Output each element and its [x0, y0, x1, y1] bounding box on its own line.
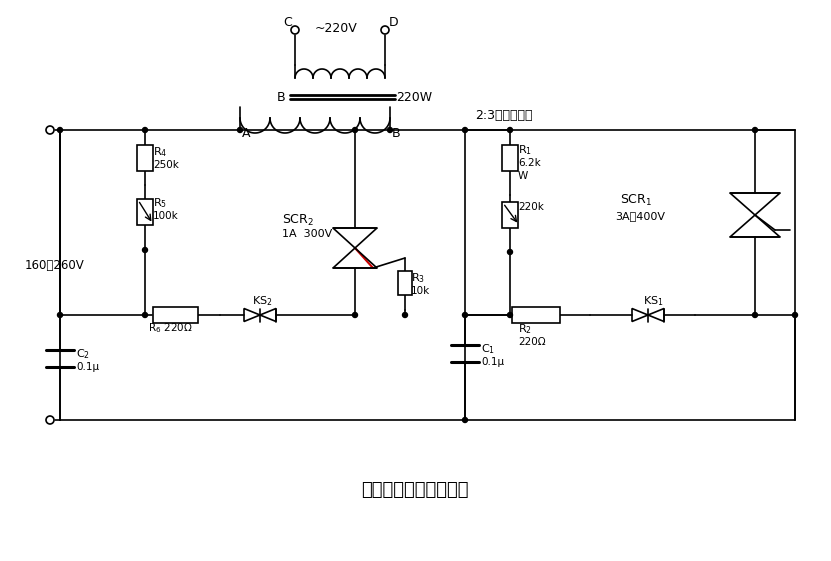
Text: 250k: 250k [153, 160, 179, 170]
Text: SCR$_1$: SCR$_1$ [620, 192, 652, 208]
Text: R$_4$: R$_4$ [153, 145, 167, 159]
Text: KS$_1$: KS$_1$ [643, 294, 664, 308]
Text: 3A、400V: 3A、400V [615, 211, 665, 221]
Text: C$_1$: C$_1$ [481, 342, 495, 356]
Circle shape [753, 127, 758, 132]
Circle shape [57, 312, 62, 318]
Circle shape [291, 26, 299, 34]
Text: B: B [277, 90, 286, 103]
Bar [137, 145, 153, 171]
Bar [502, 202, 518, 228]
Circle shape [463, 312, 468, 318]
Text: R$_2$: R$_2$ [518, 322, 532, 336]
Text: A: A [242, 126, 250, 140]
Text: R$_5$: R$_5$ [153, 196, 167, 210]
Text: KS$_2$: KS$_2$ [252, 294, 273, 308]
Text: D: D [389, 16, 399, 29]
Text: 0.1μ: 0.1μ [481, 357, 504, 367]
Bar [137, 199, 153, 225]
Circle shape [352, 312, 357, 318]
Circle shape [793, 312, 798, 318]
Text: 双向可控硬交流稳压器: 双向可控硬交流稳压器 [361, 481, 469, 499]
Circle shape [753, 312, 758, 318]
Circle shape [46, 126, 54, 134]
Circle shape [142, 127, 147, 132]
Text: 2:3升压变压器: 2:3升压变压器 [475, 108, 533, 122]
Text: 220Ω: 220Ω [518, 337, 546, 347]
Text: B: B [392, 126, 401, 140]
Text: 220k: 220k [518, 202, 543, 212]
Circle shape [57, 127, 62, 132]
Text: 6.2k: 6.2k [518, 158, 541, 168]
Text: C: C [283, 16, 292, 29]
Text: C$_2$: C$_2$ [76, 347, 90, 361]
Text: SCR$_2$: SCR$_2$ [282, 213, 314, 228]
Bar [398, 271, 412, 295]
Circle shape [463, 127, 468, 132]
Circle shape [387, 127, 392, 132]
Circle shape [508, 312, 513, 318]
Text: W: W [518, 171, 529, 181]
Text: 100k: 100k [153, 211, 179, 221]
Text: R$_6$ 220Ω: R$_6$ 220Ω [148, 321, 193, 335]
Text: ~220V: ~220V [315, 21, 358, 34]
Circle shape [142, 312, 147, 318]
Circle shape [352, 127, 357, 132]
Text: 160～260V: 160～260V [25, 259, 85, 272]
Bar [502, 145, 518, 171]
Text: 10k: 10k [411, 286, 430, 296]
Circle shape [463, 417, 468, 422]
Text: 1A  300V: 1A 300V [282, 229, 332, 239]
Text: 220W: 220W [396, 90, 432, 103]
Circle shape [381, 26, 389, 34]
Circle shape [402, 312, 407, 318]
Text: R$_1$: R$_1$ [518, 143, 532, 157]
Text: R$_3$: R$_3$ [411, 271, 425, 285]
Circle shape [238, 127, 243, 132]
Circle shape [508, 250, 513, 255]
Bar [512, 307, 560, 323]
Text: 0.1μ: 0.1μ [76, 362, 99, 372]
Bar [153, 307, 198, 323]
Circle shape [142, 247, 147, 252]
Circle shape [508, 127, 513, 132]
Circle shape [46, 416, 54, 424]
